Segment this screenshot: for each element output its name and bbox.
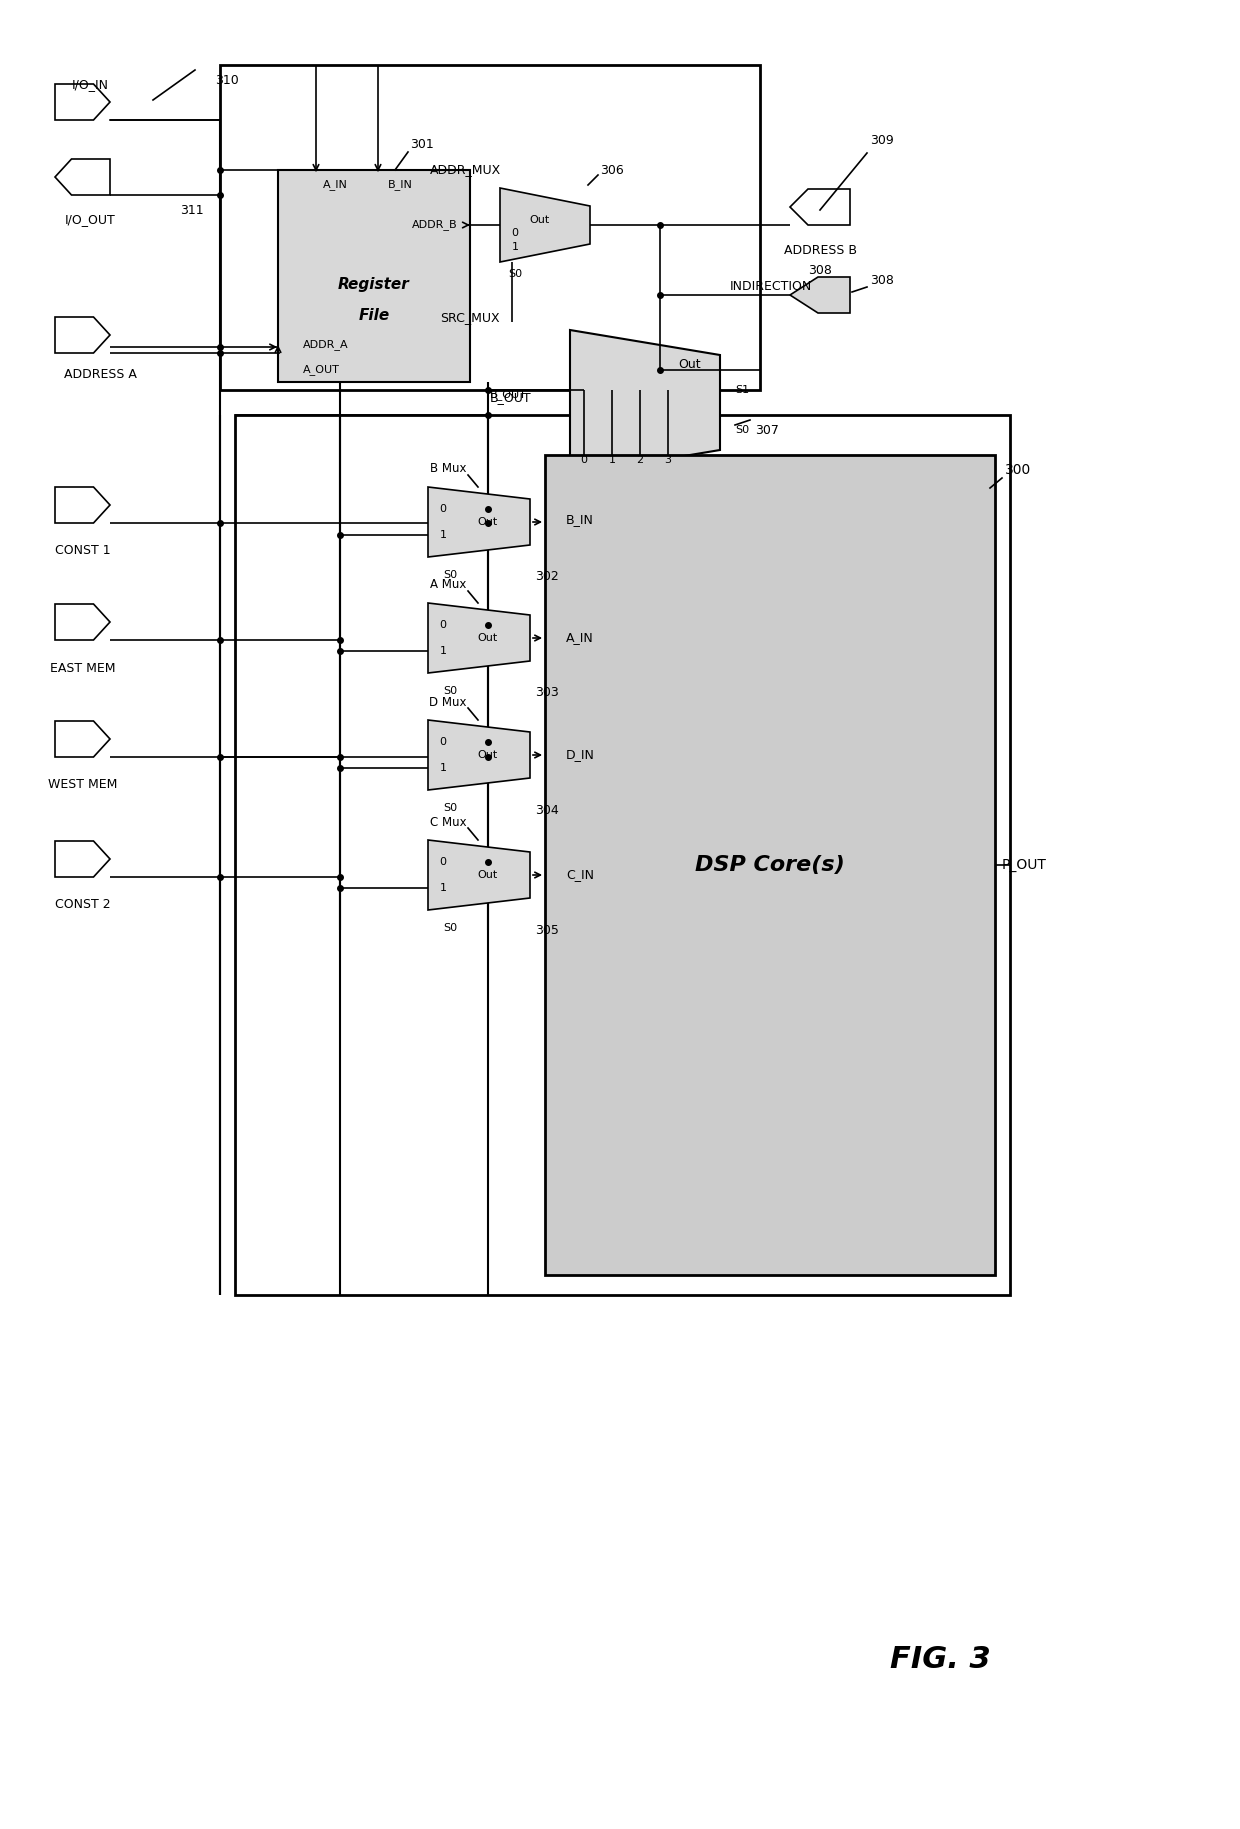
Text: B_OUT: B_OUT [490, 390, 527, 401]
Text: S0: S0 [443, 924, 458, 933]
Text: ADDR_B: ADDR_B [412, 219, 458, 230]
Text: B_IN: B_IN [388, 179, 413, 190]
Text: Out: Out [477, 633, 498, 644]
Text: 0: 0 [439, 505, 446, 514]
Text: EAST MEM: EAST MEM [51, 662, 115, 675]
Bar [278, 170, 470, 382]
Text: SRC_MUX: SRC_MUX [440, 311, 500, 324]
Text: A_IN: A_IN [567, 631, 594, 644]
Text: Out: Out [477, 750, 498, 761]
Bar [546, 455, 994, 1275]
Text: 301: 301 [410, 139, 434, 152]
Text: 306: 306 [600, 163, 624, 177]
Text: S0: S0 [443, 686, 458, 697]
Text: 0: 0 [439, 620, 446, 629]
Text: 1: 1 [439, 530, 446, 540]
Text: 0: 0 [580, 455, 588, 465]
Text: Out: Out [477, 518, 498, 527]
Text: FIG. 3: FIG. 3 [889, 1646, 991, 1675]
Text: P_OUT: P_OUT [1002, 858, 1047, 872]
Text: 1: 1 [511, 241, 518, 252]
Text: I/O_OUT: I/O_OUT [64, 214, 115, 227]
Text: 302: 302 [534, 571, 559, 583]
Text: 309: 309 [870, 134, 894, 146]
Text: 1: 1 [609, 455, 615, 465]
Text: 0: 0 [439, 737, 446, 746]
Polygon shape [500, 188, 590, 262]
Text: S1: S1 [735, 384, 749, 395]
Text: I/O_IN: I/O_IN [72, 79, 109, 91]
Text: 300: 300 [1004, 463, 1032, 477]
Text: S0: S0 [443, 803, 458, 814]
Text: 303: 303 [534, 686, 559, 699]
Text: ADDR_MUX: ADDR_MUX [430, 163, 501, 177]
Polygon shape [428, 840, 529, 911]
Polygon shape [55, 159, 110, 196]
Text: Register: Register [339, 278, 410, 293]
Polygon shape [428, 487, 529, 558]
Text: Out: Out [477, 871, 498, 880]
Polygon shape [428, 721, 529, 790]
Text: 307: 307 [755, 424, 779, 437]
Text: A_IN: A_IN [322, 179, 348, 190]
Text: D Mux: D Mux [429, 695, 466, 708]
Text: 0: 0 [439, 858, 446, 867]
Text: B_OUT: B_OUT [490, 391, 532, 404]
Text: 2: 2 [636, 455, 644, 465]
Text: INDIRECTION: INDIRECTION [730, 280, 812, 293]
Text: 308: 308 [808, 263, 832, 276]
Polygon shape [55, 84, 110, 121]
Polygon shape [55, 841, 110, 876]
Polygon shape [55, 721, 110, 757]
Polygon shape [55, 316, 110, 353]
Text: 308: 308 [870, 274, 894, 287]
Polygon shape [428, 604, 529, 673]
Text: DSP Core(s): DSP Core(s) [696, 854, 844, 874]
Text: File: File [358, 307, 389, 322]
Text: B_IN: B_IN [567, 514, 594, 527]
Text: CONST 1: CONST 1 [56, 545, 110, 558]
Text: CONST 2: CONST 2 [56, 898, 110, 911]
Bar [219, 66, 760, 390]
Polygon shape [570, 329, 720, 476]
Text: S0: S0 [443, 571, 458, 580]
Text: 3: 3 [665, 455, 672, 465]
Text: 311: 311 [180, 203, 203, 216]
Text: ADDR_A: ADDR_A [303, 340, 348, 351]
Text: C_IN: C_IN [565, 869, 594, 882]
Text: 1: 1 [439, 763, 446, 774]
Text: D_IN: D_IN [565, 748, 594, 761]
Bar [236, 415, 1011, 1295]
Polygon shape [790, 188, 849, 225]
Text: 1: 1 [439, 883, 446, 893]
Text: 0: 0 [511, 229, 518, 238]
Text: ADDRESS B: ADDRESS B [784, 245, 857, 258]
Text: S0: S0 [508, 269, 522, 280]
Polygon shape [55, 487, 110, 523]
Text: Out: Out [529, 216, 551, 225]
Text: A Mux: A Mux [430, 578, 466, 591]
Text: S0: S0 [735, 424, 749, 435]
Text: C Mux: C Mux [430, 816, 466, 829]
Text: WEST MEM: WEST MEM [48, 779, 118, 792]
Text: B Mux: B Mux [430, 463, 466, 476]
Text: 305: 305 [534, 924, 559, 936]
Polygon shape [55, 604, 110, 640]
Polygon shape [790, 276, 849, 313]
Text: 310: 310 [215, 73, 239, 86]
Text: A_OUT: A_OUT [303, 364, 340, 375]
Text: ADDRESS A: ADDRESS A [63, 368, 136, 382]
Text: 304: 304 [534, 803, 559, 816]
Text: Out: Out [678, 358, 702, 371]
Text: 1: 1 [439, 646, 446, 657]
